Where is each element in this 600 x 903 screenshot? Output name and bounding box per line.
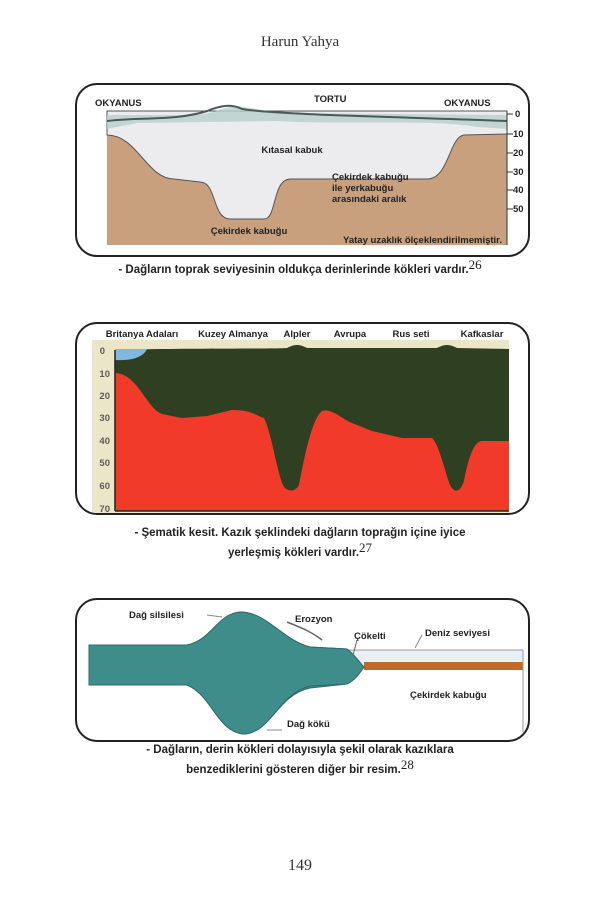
page-number: 149 [288, 857, 312, 874]
label-sea-level: Deniz seviyesi [425, 628, 490, 639]
label-core-crust: Çekirdek kabuğu [211, 226, 288, 237]
label-gap-1: Çekirdek kabuğu [332, 172, 409, 183]
label-scale-note: Yatay uzaklık ölçeklendirilmemiştir. [343, 235, 502, 246]
label-erosion: Erozyon [295, 614, 333, 625]
label-gap-2: ile yerkabuğu [332, 183, 393, 194]
continental-crust [106, 110, 508, 220]
svg-text:30: 30 [99, 413, 110, 424]
label-britain: Britanya Adaları [106, 329, 179, 340]
running-header: Harun Yahya [260, 34, 340, 50]
pointer-sea-level [414, 634, 423, 649]
mountain-root [88, 611, 365, 735]
label-sediment: Çökelti [354, 631, 386, 642]
label-russian-platform: Rus seti [393, 329, 430, 340]
erosion-arrow [286, 621, 323, 641]
caption-figure1: - Dağların toprak seviyesinin oldukça de… [118, 257, 482, 276]
svg-text:60: 60 [99, 481, 110, 492]
label-alps: Alpler [284, 329, 311, 340]
core-crust-layer [364, 662, 523, 670]
caption-figure3: - Dağların, derin kökleri dolayısıyla şe… [146, 744, 454, 776]
svg-text:20: 20 [99, 391, 110, 402]
label-sediment: TORTU [314, 94, 347, 105]
mantle-area [115, 373, 509, 511]
svg-text:10: 10 [513, 129, 524, 140]
label-caucasus: Kafkaslar [461, 329, 504, 340]
svg-text:20: 20 [513, 148, 524, 159]
sediment-layer [106, 104, 508, 122]
pointer-range [206, 614, 223, 618]
pointer-sediment [352, 639, 358, 656]
svg-text:50: 50 [99, 458, 110, 469]
depth-scale: 0 10 20 30 40 50 [507, 109, 524, 215]
label-core-crust: Çekirdek kabuğu [410, 690, 487, 701]
crust-cross-section: 0 10 20 30 40 50 OKYANUS TORTU OKYANUS K… [95, 94, 524, 246]
caption-figure2: - Şematik kesit. Kazık şeklindeki dağlar… [134, 527, 466, 559]
label-ocean-left: OKYANUS [95, 98, 142, 109]
label-range: Dağ silsilesi [129, 610, 184, 621]
label-root: Dağ kökü [287, 719, 330, 730]
label-continental-crust: Kıtasal kabuk [261, 145, 323, 156]
label-ocean-right: OKYANUS [444, 98, 491, 109]
figure-crust-diagram: 0 10 20 30 40 50 OKYANUS TORTU OKYANUS K… [75, 83, 530, 257]
depth-scale: 0 10 20 30 40 50 60 70 [99, 346, 110, 513]
sea-layer [347, 650, 523, 662]
svg-text:40: 40 [513, 185, 524, 196]
label-north-germany: Kuzey Almanya [198, 329, 269, 340]
figure-europe-section: 0 10 20 30 40 50 60 70 Britanya Adaları … [75, 322, 530, 515]
label-gap-3: arasındaki aralık [332, 194, 407, 205]
svg-text:0: 0 [515, 109, 520, 120]
sea-area [115, 349, 147, 361]
svg-text:70: 70 [99, 504, 110, 513]
ocean-layer [107, 106, 507, 129]
europe-cross-section: 0 10 20 30 40 50 60 70 Britanya Adaları … [92, 329, 509, 513]
svg-text:40: 40 [99, 436, 110, 447]
svg-text:30: 30 [513, 167, 524, 178]
svg-text:10: 10 [99, 369, 110, 380]
label-europe: Avrupa [334, 329, 367, 340]
mountain-root-diagram: Dağ silsilesi Erozyon Çökelti Deniz sevi… [88, 610, 524, 735]
svg-text:0: 0 [100, 346, 105, 357]
figure-mountain-root: Dağ silsilesi Erozyon Çökelti Deniz sevi… [75, 598, 530, 742]
svg-text:50: 50 [513, 204, 524, 215]
